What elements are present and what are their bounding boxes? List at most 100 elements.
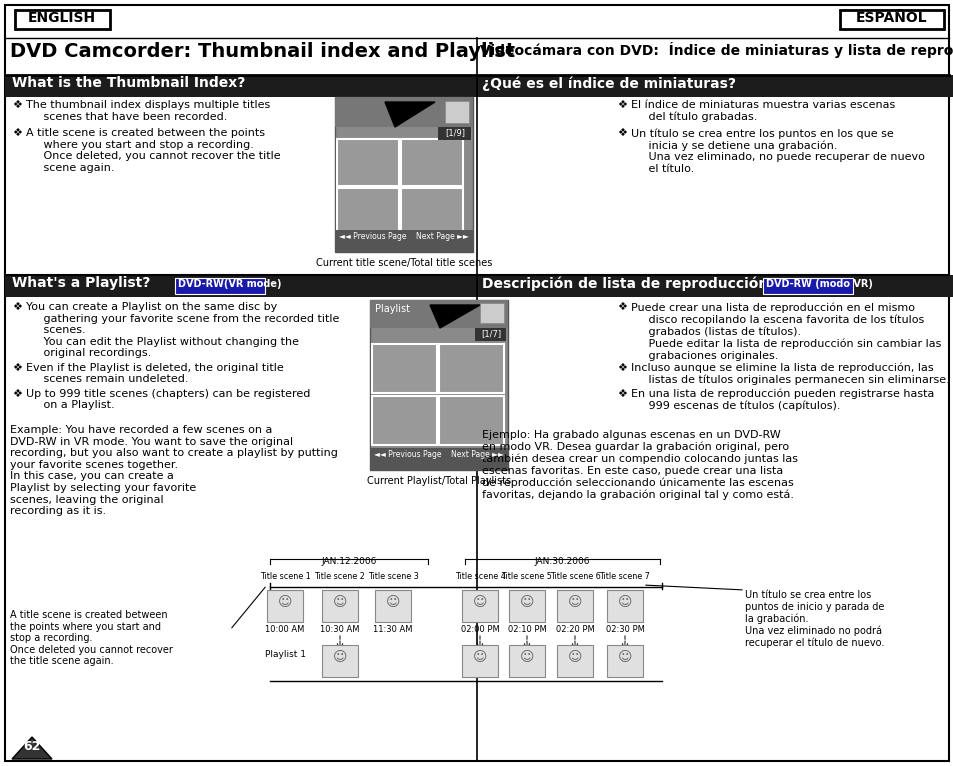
Text: ❖: ❖ <box>12 128 22 138</box>
Polygon shape <box>430 305 479 328</box>
Text: JAN.30.2006: JAN.30.2006 <box>534 557 589 566</box>
Text: The thumbnail index displays multiple titles
     scenes that have been recorded: The thumbnail index displays multiple ti… <box>26 100 270 122</box>
Text: Next Page ►►: Next Page ►► <box>451 450 503 459</box>
Text: ❖: ❖ <box>617 388 626 398</box>
Bar <box>370 448 507 470</box>
Bar <box>335 97 473 252</box>
Text: ☺: ☺ <box>567 650 581 664</box>
Text: Even if the Playlist is deleted, the original title
     scenes remain undeleted: Even if the Playlist is deleted, the ori… <box>26 362 283 384</box>
Text: Playlist: Playlist <box>375 304 410 314</box>
Bar <box>15 10 110 29</box>
Text: ❖: ❖ <box>617 302 626 312</box>
Text: DVD-RW(VR mode): DVD-RW(VR mode) <box>178 279 281 289</box>
Text: 11:30 AM: 11:30 AM <box>373 625 413 634</box>
Text: Current title scene/Total title scenes: Current title scene/Total title scenes <box>315 258 492 268</box>
Text: ❖: ❖ <box>617 100 626 110</box>
Text: ☺: ☺ <box>333 650 347 664</box>
Text: Up to 999 title scenes (chapters) can be registered
     on a Playlist.: Up to 999 title scenes (chapters) can be… <box>26 388 310 410</box>
Text: What's a Playlist?: What's a Playlist? <box>12 276 151 290</box>
Text: En una lista de reproducción pueden registrarse hasta
     999 escenas de título: En una lista de reproducción pueden regi… <box>630 388 933 411</box>
Polygon shape <box>385 102 435 127</box>
Text: 62: 62 <box>23 740 41 753</box>
Text: ☺: ☺ <box>519 650 534 664</box>
Text: 10:00 AM: 10:00 AM <box>265 625 304 634</box>
Text: DVD-RW (modo VR): DVD-RW (modo VR) <box>765 279 872 289</box>
Text: ◄◄ Previous Page: ◄◄ Previous Page <box>374 450 441 459</box>
Text: You can create a Playlist on the same disc by
     gathering your favorite scene: You can create a Playlist on the same di… <box>26 302 339 358</box>
Bar <box>438 344 503 393</box>
Bar <box>509 590 544 622</box>
Bar <box>5 75 476 97</box>
Bar <box>336 139 398 186</box>
Text: ☺: ☺ <box>385 595 400 609</box>
Bar <box>438 396 503 445</box>
Bar <box>267 590 303 622</box>
Text: What is the Thumbnail Index?: What is the Thumbnail Index? <box>12 76 245 90</box>
Bar <box>461 645 497 677</box>
Text: Incluso aunque se elimine la lista de reproducción, las
     listas de títulos o: Incluso aunque se elimine la lista de re… <box>630 362 949 385</box>
Text: El índice de miniaturas muestra varias escenas
     del título grabadas.: El índice de miniaturas muestra varias e… <box>630 100 894 123</box>
Text: ☺: ☺ <box>333 595 347 609</box>
Text: Playlist 1: Playlist 1 <box>265 650 306 659</box>
Text: Title scene 6: Title scene 6 <box>549 572 599 581</box>
Text: 02:20 PM: 02:20 PM <box>555 625 594 634</box>
Bar <box>509 645 544 677</box>
Text: ◄◄ Previous Page: ◄◄ Previous Page <box>338 232 406 241</box>
Text: ☺: ☺ <box>519 595 534 609</box>
Text: Ejemplo: Ha grabado algunas escenas en un DVD-RW
en modo VR. Desea guardar la gr: Ejemplo: Ha grabado algunas escenas en u… <box>481 430 797 500</box>
Text: ☺: ☺ <box>473 595 487 609</box>
Bar <box>606 645 642 677</box>
Bar <box>322 590 357 622</box>
Text: DVD Camcorder: Thumbnail index and Playlist: DVD Camcorder: Thumbnail index and Playl… <box>10 42 515 61</box>
Text: Title scene 4: Title scene 4 <box>455 572 505 581</box>
Bar <box>475 328 505 341</box>
Bar <box>375 590 411 622</box>
Bar <box>336 188 398 235</box>
Bar <box>476 275 953 297</box>
Text: Un título se crea entre los puntos en los que se
     inicia y se detiene una gr: Un título se crea entre los puntos en lo… <box>630 128 923 174</box>
Text: ENGLISH: ENGLISH <box>28 11 96 25</box>
Bar <box>557 645 593 677</box>
Text: ❖: ❖ <box>12 388 22 398</box>
Text: ☺: ☺ <box>277 595 292 609</box>
Text: ☺: ☺ <box>567 595 581 609</box>
Text: ☺: ☺ <box>473 650 487 664</box>
Text: 10:30 AM: 10:30 AM <box>320 625 359 634</box>
Text: ☺: ☺ <box>618 595 632 609</box>
Bar <box>400 139 462 186</box>
Text: 02:00 PM: 02:00 PM <box>460 625 498 634</box>
Text: Title scene 2: Title scene 2 <box>314 572 365 581</box>
Text: Puede crear una lista de reproducción en el mismo
     disco recopilando la esce: Puede crear una lista de reproducción en… <box>630 302 941 361</box>
Text: ❖: ❖ <box>12 302 22 312</box>
Text: Title scene 1: Title scene 1 <box>259 572 310 581</box>
Text: Title scene 5: Title scene 5 <box>501 572 552 581</box>
Text: A title scene is created between the points
     where you start and stop a reco: A title scene is created between the poi… <box>26 128 280 173</box>
Text: Videocámara con DVD:  Índice de miniaturas y lista de reproducción: Videocámara con DVD: Índice de miniatura… <box>479 42 953 58</box>
Text: Next Page ►►: Next Page ►► <box>416 232 469 241</box>
Text: A title scene is created between
the points where you start and
stop a recording: A title scene is created between the poi… <box>10 610 172 666</box>
Text: 02:10 PM: 02:10 PM <box>507 625 546 634</box>
Text: [1/7]: [1/7] <box>480 329 500 338</box>
Text: Un título se crea entre los
puntos de inicio y parada de
la grabación.
Una vez e: Un título se crea entre los puntos de in… <box>744 590 883 648</box>
Bar <box>762 278 852 294</box>
Text: ❖: ❖ <box>12 362 22 372</box>
Text: ❖: ❖ <box>617 362 626 372</box>
Bar <box>400 188 462 235</box>
Bar <box>174 278 265 294</box>
Text: ESPAÑOL: ESPAÑOL <box>855 11 927 25</box>
Text: Title scene 3: Title scene 3 <box>367 572 418 581</box>
Bar <box>370 300 507 328</box>
Text: [1/9]: [1/9] <box>444 128 464 137</box>
Bar <box>461 590 497 622</box>
Bar <box>370 300 507 470</box>
Text: Descripción de lista de reproducción: Descripción de lista de reproducción <box>481 276 767 290</box>
Text: ❖: ❖ <box>12 100 22 110</box>
Bar <box>840 10 943 29</box>
Text: Title scene 7: Title scene 7 <box>598 572 650 581</box>
Bar <box>322 645 357 677</box>
Text: ☺: ☺ <box>618 650 632 664</box>
Text: 02:30 PM: 02:30 PM <box>605 625 644 634</box>
Bar <box>5 275 476 297</box>
Bar <box>479 303 503 323</box>
Bar <box>437 127 471 140</box>
